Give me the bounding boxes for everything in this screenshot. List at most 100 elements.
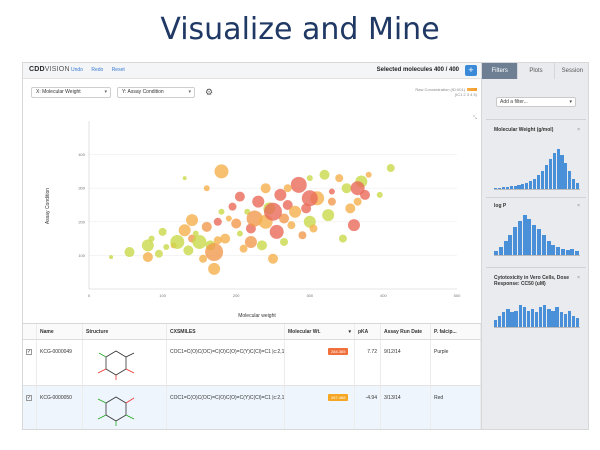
undo-link[interactable]: Undo	[71, 67, 83, 73]
data-point[interactable]	[142, 252, 153, 263]
data-point[interactable]	[170, 234, 185, 249]
data-point[interactable]	[264, 202, 282, 221]
data-point[interactable]	[309, 224, 318, 233]
data-point[interactable]	[218, 208, 225, 215]
data-point[interactable]	[298, 231, 307, 240]
data-point[interactable]	[335, 174, 344, 183]
data-point[interactable]	[279, 213, 290, 224]
filter-histogram[interactable]	[494, 215, 580, 256]
data-point[interactable]	[205, 243, 224, 262]
data-point[interactable]	[192, 234, 207, 249]
y-tick-label: 100	[78, 253, 85, 258]
data-point[interactable]	[345, 203, 356, 214]
data-point[interactable]	[290, 176, 307, 193]
data-point[interactable]	[269, 224, 284, 239]
data-point[interactable]	[239, 244, 248, 253]
data-point[interactable]	[124, 247, 135, 258]
data-point[interactable]	[347, 219, 360, 232]
column-header-name[interactable]: Name	[37, 324, 83, 339]
close-icon[interactable]: ×	[577, 127, 580, 133]
table-row[interactable]: ✓ KCG-0000050 COC1=C(O)C(OC)=C(O)C(O)=C(…	[23, 386, 481, 429]
data-point[interactable]	[203, 185, 210, 192]
data-point[interactable]	[322, 209, 335, 222]
data-point[interactable]	[274, 188, 287, 201]
data-point[interactable]	[246, 210, 263, 227]
compound-name[interactable]: KCG-0000050	[37, 386, 83, 429]
data-point[interactable]	[192, 230, 199, 237]
gear-icon[interactable]: ⚙	[205, 87, 214, 97]
histogram-bar	[525, 183, 529, 189]
reset-link[interactable]: Reset	[111, 67, 125, 73]
data-point[interactable]	[163, 244, 170, 250]
close-icon[interactable]: ×	[577, 203, 580, 209]
data-point[interactable]	[220, 233, 231, 244]
row-checkbox[interactable]: ✓	[26, 349, 32, 355]
data-point[interactable]	[350, 181, 365, 196]
data-point[interactable]	[244, 235, 257, 248]
data-point[interactable]	[208, 262, 221, 275]
data-point[interactable]	[141, 239, 154, 252]
data-point[interactable]	[236, 230, 243, 237]
data-point[interactable]	[186, 214, 199, 227]
data-point[interactable]	[338, 234, 347, 243]
data-point[interactable]	[252, 195, 265, 208]
add-filter-select[interactable]: Add a filter... ▾	[496, 97, 576, 107]
tab-filters[interactable]: Filters	[481, 63, 518, 79]
filter-histogram[interactable]	[494, 305, 580, 328]
data-point[interactable]	[301, 190, 318, 207]
compound-name[interactable]: KCG-0000049	[37, 340, 83, 385]
data-point[interactable]	[154, 249, 163, 258]
data-point[interactable]	[199, 254, 208, 263]
data-point[interactable]	[256, 240, 267, 251]
data-point[interactable]	[306, 175, 313, 182]
data-point[interactable]	[182, 176, 187, 181]
data-point[interactable]	[376, 191, 383, 198]
tab-session[interactable]: Session	[553, 63, 588, 79]
data-point[interactable]	[231, 218, 242, 229]
tab-plots[interactable]: Plots	[517, 63, 554, 79]
data-point[interactable]	[260, 183, 271, 194]
data-point[interactable]	[327, 197, 336, 206]
data-point[interactable]	[234, 191, 245, 202]
data-point[interactable]	[280, 237, 289, 246]
data-point[interactable]	[213, 217, 222, 226]
table-row[interactable]: ✓ KCG-0000049 COC1=C(O)C(OC)=C(O)C(O)=C(…	[23, 340, 481, 386]
data-point[interactable]	[201, 221, 212, 232]
column-header-p-falciparum[interactable]: P. falcip...	[431, 324, 481, 339]
column-header-pka[interactable]: pKA	[355, 324, 381, 339]
x-axis-select[interactable]: X: Molecular Weight ▾	[31, 87, 111, 98]
data-point[interactable]	[228, 202, 237, 211]
data-point[interactable]	[386, 164, 395, 173]
resize-handle-icon[interactable]: ⤡	[473, 115, 478, 121]
data-point[interactable]	[287, 221, 296, 230]
data-point[interactable]	[319, 169, 330, 180]
y-axis-select[interactable]: Y: Assay Condition ▾	[117, 87, 195, 98]
data-point[interactable]	[213, 236, 222, 245]
redo-link[interactable]: Redo	[91, 67, 104, 73]
add-button[interactable]: +	[465, 65, 477, 76]
data-point[interactable]	[365, 171, 372, 178]
data-point[interactable]	[214, 164, 229, 179]
scatter-chart[interactable]: 100 200 300 400 0 100 200 300 400 500 Molecular w…	[27, 111, 479, 321]
column-header-assay-run-date[interactable]: Assay Run Date	[381, 324, 431, 339]
data-point[interactable]	[225, 215, 232, 222]
data-point[interactable]	[283, 184, 292, 193]
column-header-select[interactable]	[23, 324, 37, 339]
column-header-molecular-weight[interactable]: Molecular Wt. ▾	[285, 324, 355, 339]
column-header-structure[interactable]: Structure	[83, 324, 167, 339]
data-point[interactable]	[109, 255, 114, 260]
data-point[interactable]	[282, 200, 293, 210]
data-point[interactable]	[341, 183, 352, 194]
filter-histogram[interactable]	[494, 149, 580, 190]
histogram-bar	[563, 314, 567, 327]
data-point[interactable]	[183, 245, 194, 256]
data-point[interactable]	[268, 253, 278, 264]
data-point[interactable]	[289, 205, 302, 218]
data-point[interactable]	[328, 188, 335, 195]
data-point[interactable]	[178, 224, 191, 237]
row-checkbox[interactable]: ✓	[26, 395, 32, 401]
column-header-cxsmiles[interactable]: CXSMILES	[167, 324, 285, 339]
data-point[interactable]	[353, 197, 362, 206]
close-icon[interactable]: ×	[577, 275, 580, 281]
data-point[interactable]	[158, 227, 167, 236]
